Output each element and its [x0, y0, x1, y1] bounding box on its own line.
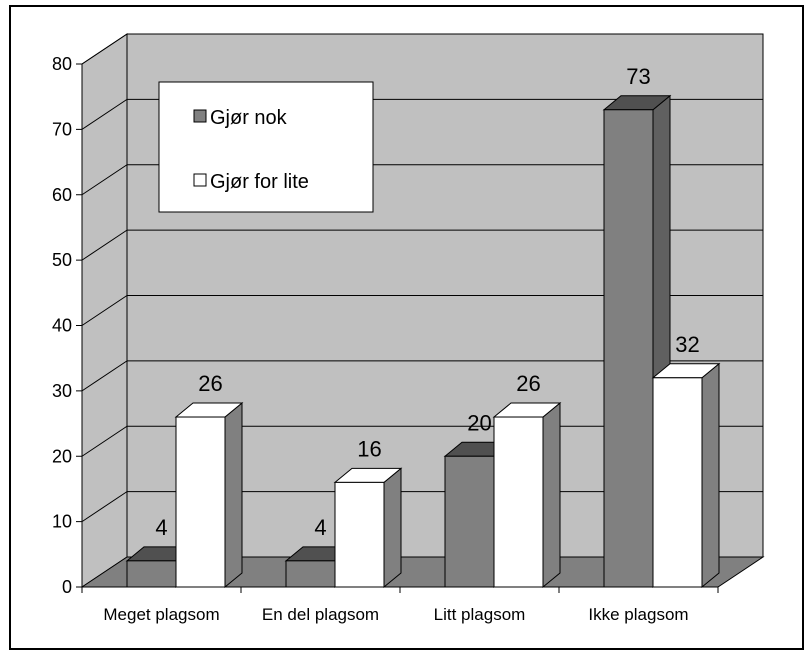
bar-side: [224, 401, 243, 589]
data-label: 4: [155, 515, 167, 540]
data-labels: 4 26 4 16 20 26 73 32: [155, 64, 699, 540]
gridline-side: [81, 295, 128, 326]
legend-swatch: [193, 173, 207, 187]
bar-face: [285, 560, 336, 588]
legend-swatch: [193, 109, 207, 123]
gridline-side: [81, 360, 128, 392]
x-tick-label: En del plagsom: [262, 605, 379, 624]
legend: Gjør nok Gjør for lite: [158, 81, 374, 213]
bar-gjor-for-lite: [651, 362, 721, 589]
bar-gjor-for-lite: [333, 467, 403, 589]
data-label: 16: [357, 436, 381, 461]
y-tick-label: 20: [52, 446, 72, 466]
bar-side: [701, 362, 720, 589]
bars: [125, 94, 721, 589]
bar-face: [175, 416, 226, 588]
bar-face: [652, 377, 703, 588]
gridline-side: [81, 33, 128, 65]
gridline-side: [81, 425, 128, 457]
data-label: 32: [675, 332, 699, 357]
gridline-side: [81, 491, 128, 523]
y-tick-label: 60: [52, 185, 72, 205]
y-tick-label: 50: [52, 250, 72, 270]
bar-gjor-for-lite: [492, 401, 562, 589]
legend-label: Gjør for lite: [210, 171, 309, 193]
gridline-side: [81, 229, 128, 261]
y-tick-label: 80: [52, 54, 72, 74]
data-label: 4: [314, 515, 326, 540]
bar-side: [383, 467, 402, 589]
bar-face: [493, 416, 544, 588]
y-tick-label: 40: [52, 316, 72, 336]
y-tick-label: 70: [52, 119, 72, 139]
y-tick-label: 10: [52, 512, 72, 532]
data-label: 26: [516, 371, 540, 396]
y-tick-label: 0: [62, 577, 72, 597]
x-tick-label: Litt plagsom: [434, 605, 526, 624]
bar-face: [334, 481, 385, 588]
legend-box: [158, 81, 374, 213]
gridline-side: [81, 164, 128, 196]
gridline-side: [81, 98, 128, 130]
bar-face: [444, 455, 495, 588]
y-tick-label: 30: [52, 381, 72, 401]
bar-side: [542, 401, 561, 589]
legend-label: Gjør nok: [210, 107, 288, 129]
category-axis: Meget plagsom En del plagsom Litt plagsom I…: [81, 586, 719, 624]
data-label: 73: [626, 64, 650, 89]
x-tick-label: Ikke plagsom: [588, 605, 688, 624]
data-label: 26: [198, 371, 222, 396]
bar-gjor-for-lite: [174, 401, 244, 589]
bar-face: [126, 560, 177, 588]
bar-face: [603, 109, 654, 588]
x-tick-label: Meget plagsom: [103, 605, 219, 624]
value-axis: 0 10 20 30 40 50 60 70 80: [52, 54, 83, 597]
data-label: 20: [467, 410, 491, 435]
